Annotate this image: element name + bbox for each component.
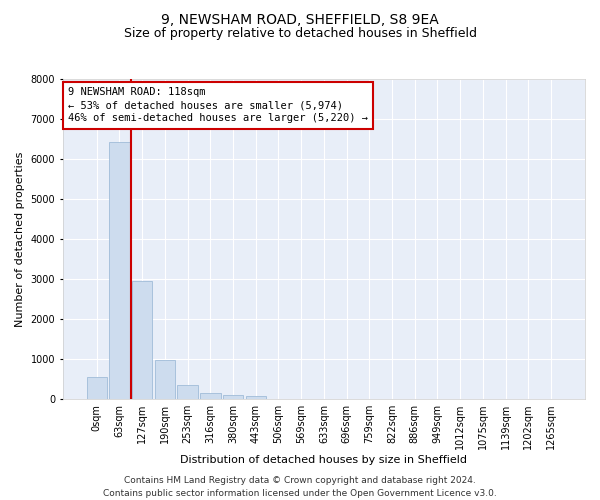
Bar (178, 386, 198, 399)
Bar (132, 282, 152, 399)
Bar (223, 394, 243, 399)
X-axis label: Distribution of detached houses by size in Sheffield: Distribution of detached houses by size … (181, 455, 467, 465)
Bar (200, 392, 221, 399)
Text: 9 NEWSHAM ROAD: 118sqm
← 53% of detached houses are smaller (5,974)
46% of semi-: 9 NEWSHAM ROAD: 118sqm ← 53% of detached… (68, 87, 368, 124)
Bar (109, 142, 130, 399)
Text: Size of property relative to detached houses in Sheffield: Size of property relative to detached ho… (124, 28, 476, 40)
Bar (155, 360, 175, 399)
Bar (86, 378, 107, 399)
Y-axis label: Number of detached properties: Number of detached properties (15, 152, 25, 326)
Bar (245, 396, 266, 399)
Text: 9, NEWSHAM ROAD, SHEFFIELD, S8 9EA: 9, NEWSHAM ROAD, SHEFFIELD, S8 9EA (161, 12, 439, 26)
Text: Contains HM Land Registry data © Crown copyright and database right 2024.
Contai: Contains HM Land Registry data © Crown c… (103, 476, 497, 498)
